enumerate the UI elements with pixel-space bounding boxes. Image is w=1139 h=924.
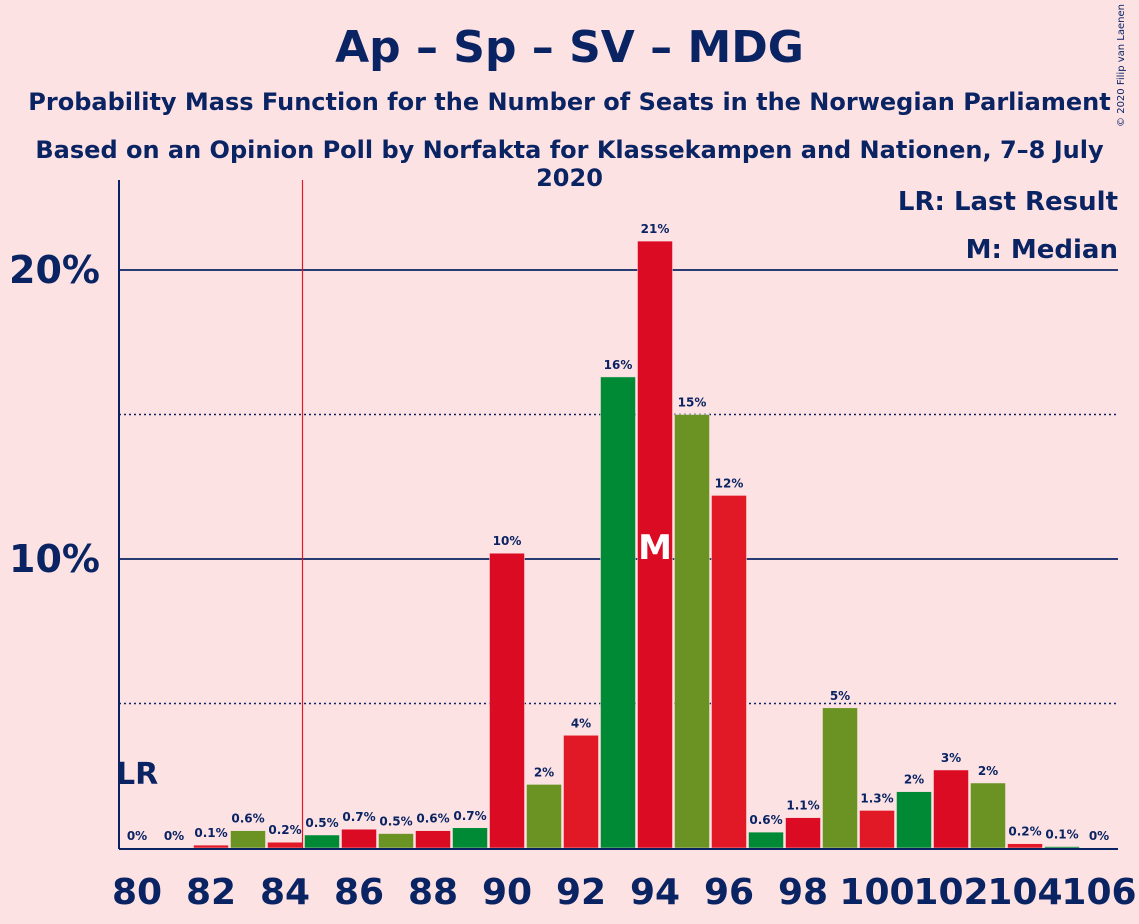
last-result-marker: LR (116, 757, 158, 792)
bar-label-seat-83: 0.6% (231, 812, 264, 826)
x-tick-label: 106 (1061, 872, 1136, 913)
bar-seat-83 (230, 830, 266, 849)
bar-label-seat-100: 1.3% (860, 791, 893, 805)
bar-label-seat-90: 10% (493, 534, 522, 548)
bar-labels: 0% 0% 0.1% 0.6% 0.2% 0.5% 0.7% 0.5% 0.6% 0.7% 10% 2… (116, 222, 1109, 843)
bar-label-seat-91: 2% (534, 765, 554, 779)
bar-label-seat-105: 0.1% (1045, 828, 1078, 842)
bar-label-seat-97: 0.6% (749, 813, 782, 827)
bar-seat-87 (378, 833, 414, 849)
bar-label-seat-102: 3% (941, 751, 961, 765)
median-marker: M (638, 528, 672, 568)
bar-seat-97 (748, 831, 784, 849)
x-tick-label: 84 (260, 872, 310, 913)
bar-label-seat-93: 16% (604, 358, 633, 372)
bar-label-seat-86: 0.7% (342, 810, 375, 824)
bar-seat-84 (267, 841, 303, 849)
x-tick-label: 98 (778, 872, 828, 913)
bar-label-seat-106: 0% (1089, 829, 1109, 843)
x-tick-label: 86 (334, 872, 384, 913)
bar-seat-95 (674, 414, 710, 849)
chart-subtitle-1: Probability Mass Function for the Number… (28, 88, 1111, 116)
bar-label-seat-96: 12% (715, 476, 744, 490)
bar-seat-102 (933, 769, 969, 849)
bar-label-seat-98: 1.1% (786, 799, 819, 813)
bar-seat-93 (600, 376, 636, 849)
bar-seat-85 (304, 834, 340, 849)
bar-seat-89 (452, 827, 488, 849)
bar-seat-94 (637, 240, 673, 849)
bar-label-seat-95: 15% (678, 396, 707, 410)
bar-label-seat-99: 5% (830, 689, 850, 703)
bar-label-seat-84: 0.2% (268, 823, 301, 837)
bar-seat-104 (1007, 843, 1043, 849)
bar-seat-105 (1044, 846, 1080, 849)
x-tick-label: 92 (556, 872, 606, 913)
bar-seat-82 (193, 844, 229, 849)
x-tick-label: 80 (112, 872, 162, 913)
x-tick-label: 88 (408, 872, 458, 913)
bar-label-seat-80: 0% (127, 829, 147, 843)
bar-seat-91 (526, 784, 562, 849)
bar-label-seat-81: 0% (164, 829, 184, 843)
bar-label-seat-89: 0.7% (453, 809, 486, 823)
x-tick-label: 102 (913, 872, 988, 913)
bar-seat-90 (489, 552, 525, 849)
x-tick-label: 96 (704, 872, 754, 913)
x-tick-label: 104 (987, 872, 1062, 913)
bar-seat-98 (785, 817, 821, 849)
x-tick-label: 100 (839, 872, 914, 913)
bar-label-seat-103: 2% (978, 764, 998, 778)
bar-seat-103 (970, 782, 1006, 849)
bar-label-seat-94: 21% (641, 222, 670, 236)
bar-seat-101 (896, 791, 932, 849)
chart-title: Ap – Sp – SV – MDG (335, 22, 804, 73)
y-tick-label: 10% (9, 537, 100, 581)
bar-seat-96 (711, 495, 747, 849)
bar-label-seat-87: 0.5% (379, 815, 412, 829)
bar-label-seat-82: 0.1% (194, 826, 227, 840)
bar-label-seat-92: 4% (571, 716, 591, 730)
bar-label-seat-85: 0.5% (305, 816, 338, 830)
bar-label-seat-104: 0.2% (1008, 825, 1041, 839)
bars (193, 180, 1080, 849)
x-tick-label: 94 (630, 872, 680, 913)
bar-seat-100 (859, 810, 895, 849)
chart-subtitle-2: Based on an Opinion Poll by Norfakta for… (35, 136, 1104, 192)
y-tick-label: 20% (9, 248, 100, 292)
bar-seat-99 (822, 707, 858, 849)
legend-last-result: LR: Last Result (898, 187, 1118, 217)
bar-label-seat-101: 2% (904, 773, 924, 787)
bar-seat-88 (415, 830, 451, 849)
x-tick-label: 82 (186, 872, 236, 913)
bar-seat-86 (341, 828, 377, 849)
x-tick-label: 90 (482, 872, 532, 913)
legend-median: M: Median (966, 235, 1118, 265)
bar-label-seat-88: 0.6% (416, 812, 449, 826)
bar-seat-92 (563, 735, 599, 849)
